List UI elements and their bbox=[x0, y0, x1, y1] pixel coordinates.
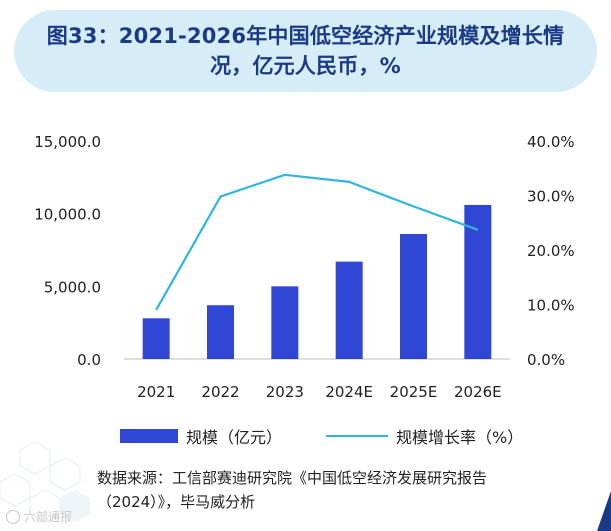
title-banner: 图33：2021-2026年中国低空经济产业规模及增长情 况，亿元人民币，% bbox=[14, 10, 597, 92]
y-left-tick-label: 10,000.0 bbox=[34, 206, 101, 224]
bar-2021 bbox=[142, 318, 170, 359]
y-left-tick-label: 5,000.0 bbox=[44, 278, 101, 296]
background-hexagon-decoration bbox=[0, 441, 90, 523]
watermark-logo-icon bbox=[6, 509, 20, 524]
chart-title-line-2: 况，亿元人民币，% bbox=[210, 54, 401, 78]
bar-2022 bbox=[207, 305, 234, 359]
y-right-tick-label: 20.0% bbox=[527, 242, 575, 260]
y-right-tick-label: 30.0% bbox=[527, 188, 575, 206]
growth-rate-line bbox=[155, 173, 479, 311]
bar-2026E bbox=[464, 204, 492, 359]
watermark-text: 六部通报 bbox=[24, 510, 73, 524]
source-line-2: （2024）》，毕马威分析 bbox=[97, 493, 256, 511]
y-right-tick-label: 40.0% bbox=[527, 133, 575, 151]
legend-bar-swatch bbox=[120, 429, 178, 443]
y-left-tick-label: 15,000.0 bbox=[34, 133, 101, 151]
corner-decoration bbox=[597, 491, 611, 531]
y-right-tick-label: 0.0% bbox=[527, 351, 565, 369]
x-tick-label: 2026E bbox=[454, 383, 502, 401]
source-line-1: 数据来源：工信部赛迪研究院《中国低空经济发展研究报告 bbox=[97, 469, 488, 487]
watermark: 六部通报 bbox=[6, 508, 72, 525]
chart-title-line-1: 图33：2021-2026年中国低空经济产业规模及增长情 bbox=[46, 24, 565, 48]
bar-2025E bbox=[400, 234, 427, 359]
chart-legend: 规模（亿元） 规模增长率（%） bbox=[120, 424, 523, 448]
x-tick-label: 2022 bbox=[201, 383, 239, 401]
x-tick-label: 2025E bbox=[390, 383, 438, 401]
bar-2023 bbox=[271, 286, 299, 359]
data-source-note: 数据来源：工信部赛迪研究院《中国低空经济发展研究报告 （2024）》，毕马威分析 bbox=[97, 466, 597, 514]
x-tick-label: 2024E bbox=[325, 383, 373, 401]
x-tick-label: 2023 bbox=[266, 383, 304, 401]
bar-2024E bbox=[335, 261, 363, 359]
legend-line-swatch bbox=[326, 435, 389, 437]
legend-bar-label: 规模（亿元） bbox=[186, 428, 283, 447]
y-right-tick-label: 10.0% bbox=[527, 297, 575, 315]
y-left-tick-label: 0.0 bbox=[77, 351, 101, 369]
legend-line-label: 规模增长率（%） bbox=[396, 428, 524, 447]
x-tick-label: 2021 bbox=[137, 383, 175, 401]
